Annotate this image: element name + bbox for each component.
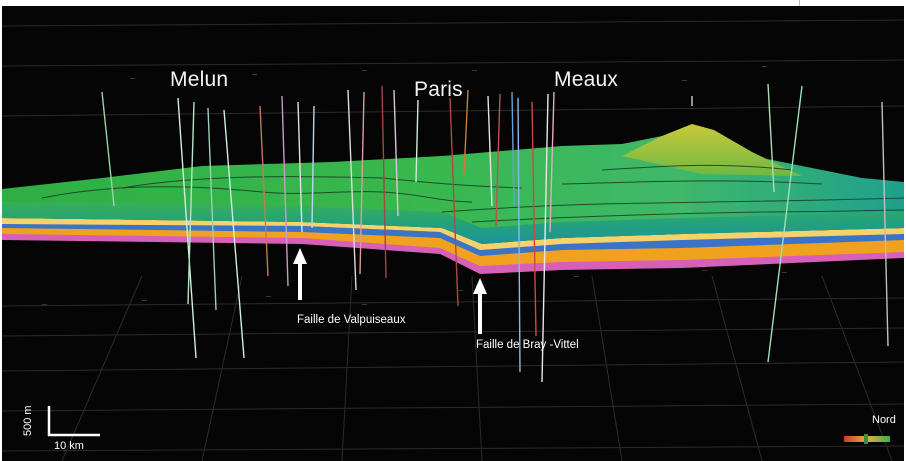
well-lines [101, 83, 889, 383]
scale-vertical-label: 500 m [22, 405, 34, 436]
svg-text:—: — [570, 74, 575, 80]
svg-text:—: — [682, 78, 687, 84]
city-label-paris: Paris [414, 78, 463, 101]
svg-text:—: — [266, 294, 271, 300]
city-label-meaux: Meaux [554, 68, 619, 91]
stratigraphic-layers [2, 218, 904, 274]
grid-floor [2, 19, 904, 461]
svg-text:—: — [702, 268, 707, 274]
svg-text:—: — [42, 302, 47, 308]
svg-text:—: — [782, 270, 787, 276]
svg-text:—: — [252, 72, 257, 78]
fault-label-bray-vittel: Faille de Bray -Vittel [476, 339, 579, 351]
fault-arrows [293, 248, 487, 334]
depth-tick-labels: — — — — — — — — — — — — — — — [42, 64, 787, 308]
svg-text:—: — [130, 76, 135, 82]
svg-text:—: — [574, 274, 579, 280]
svg-text:—: — [142, 298, 147, 304]
scale-bar [47, 406, 100, 437]
city-label-melun: Melun [170, 68, 229, 91]
3d-geological-view: — — — — — — — — — — — — — — — [2, 6, 904, 461]
svg-text:—: — [362, 68, 367, 74]
fault-label-valpuiseaux: Faille de Valpuiseaux [297, 314, 406, 326]
north-label: Nord [872, 414, 896, 426]
valpuiseaux-arrow [293, 248, 307, 300]
scale-horizontal-label: 10 km [54, 440, 84, 452]
svg-text:—: — [458, 288, 463, 294]
scene-svg: — — — — — — — — — — — — — — — [2, 19, 904, 461]
svg-text:—: — [362, 302, 367, 308]
svg-text:—: — [762, 64, 767, 70]
north-arrow-symbol [844, 434, 890, 444]
bray-vittel-arrow [473, 278, 487, 334]
svg-text:—: — [472, 68, 477, 74]
